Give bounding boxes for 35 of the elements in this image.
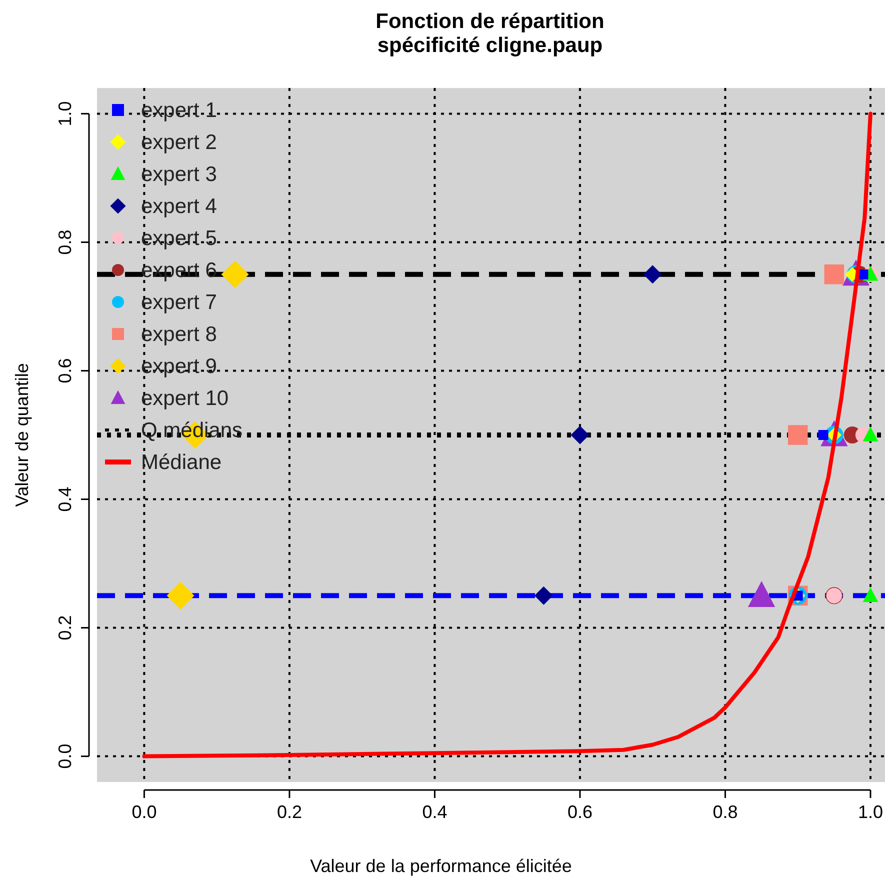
legend-label: expert 5	[141, 227, 217, 250]
y-axis-title: Valeur de quantile	[12, 363, 32, 507]
x-tick-label: 0.0	[132, 802, 157, 822]
x-tick-label: 0.8	[712, 802, 738, 822]
x-tick-label: 0.6	[567, 802, 592, 822]
legend-label: expert 3	[141, 163, 217, 186]
point	[862, 426, 878, 442]
point	[166, 582, 194, 610]
y-tick-label: 0.0	[55, 744, 75, 769]
legend-label: expert 2	[141, 131, 217, 154]
legend-label: expert 7	[141, 291, 217, 314]
legend-label: expert 10	[141, 387, 229, 410]
chart-title: Fonction de répartition spécificité cligne.paup	[376, 10, 604, 57]
legend-label: expert 9	[141, 355, 217, 378]
point	[788, 425, 808, 445]
point	[534, 586, 553, 605]
point	[818, 430, 828, 440]
legend-label: expert 4	[141, 195, 218, 218]
x-tick-label: 0.4	[422, 802, 448, 822]
y-tick-label: 0.6	[55, 358, 75, 384]
point	[570, 426, 590, 444]
y-tick-label: 0.4	[55, 486, 75, 512]
legend-label: expert 1	[141, 99, 217, 122]
x-tick-label: 1.0	[858, 802, 883, 822]
point	[221, 260, 249, 288]
point	[824, 264, 844, 284]
legend-label: expert 8	[141, 323, 217, 346]
y-tick-label: 1.0	[55, 101, 75, 126]
y-tick-label: 0.8	[55, 230, 75, 255]
legend-label: Médiane	[141, 451, 222, 474]
x-tick-label: 0.2	[276, 802, 302, 822]
point	[643, 265, 662, 284]
point	[862, 587, 878, 602]
x-axis-title: Valeur de la performance élicitée	[310, 856, 572, 876]
y-tick-label: 0.2	[55, 615, 75, 640]
